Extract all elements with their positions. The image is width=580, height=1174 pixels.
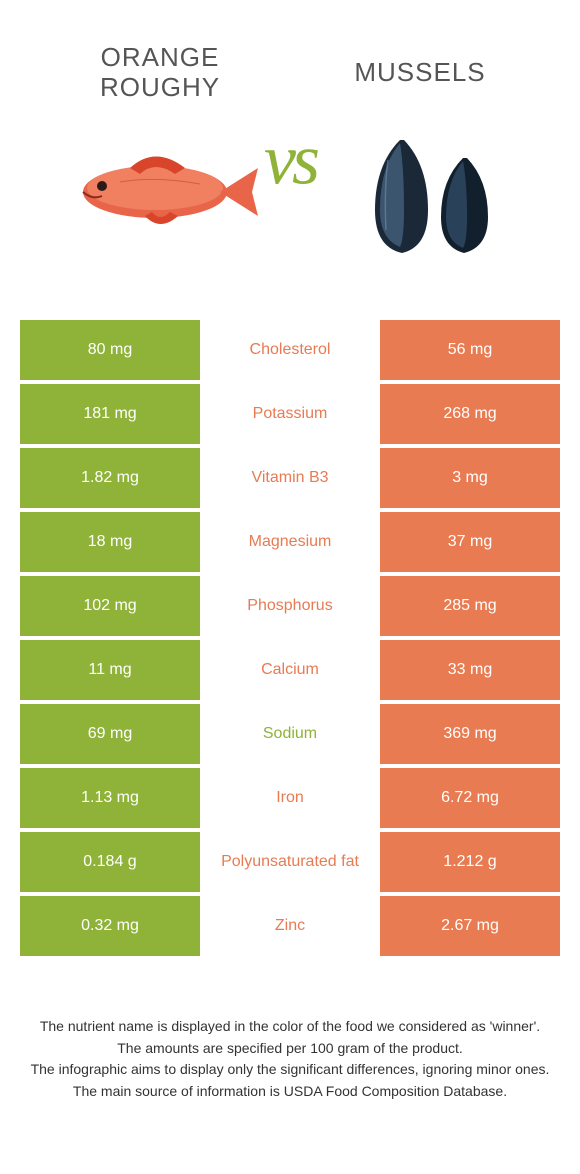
nutrient-label-cell: Vitamin B3	[200, 448, 380, 508]
left-value-cell: 11 mg	[20, 640, 200, 700]
nutrient-label-cell: Polyunsaturated fat	[200, 832, 380, 892]
comparison-header: Orangeroughy vs Mussels	[0, 0, 580, 290]
right-value-cell: 37 mg	[380, 512, 560, 572]
nutrient-label-cell: Zinc	[200, 896, 380, 956]
footer-line: The main source of information is USDA F…	[30, 1081, 550, 1103]
orange-roughy-icon	[60, 120, 260, 260]
nutrient-row: 18 mgMagnesium37 mg	[20, 512, 560, 572]
left-value-cell: 1.13 mg	[20, 768, 200, 828]
right-value-cell: 3 mg	[380, 448, 560, 508]
nutrient-row: 0.184 gPolyunsaturated fat1.212 g	[20, 832, 560, 892]
right-food-column: Mussels	[290, 41, 550, 260]
left-value-cell: 102 mg	[20, 576, 200, 636]
nutrient-row: 181 mgPotassium268 mg	[20, 384, 560, 444]
left-value-cell: 0.32 mg	[20, 896, 200, 956]
nutrient-comparison-table: 80 mgCholesterol56 mg181 mgPotassium268 …	[20, 320, 560, 956]
nutrient-row: 0.32 mgZinc2.67 mg	[20, 896, 560, 956]
left-value-cell: 69 mg	[20, 704, 200, 764]
nutrient-row: 69 mgSodium369 mg	[20, 704, 560, 764]
left-value-cell: 0.184 g	[20, 832, 200, 892]
nutrient-label-cell: Magnesium	[200, 512, 380, 572]
right-value-cell: 268 mg	[380, 384, 560, 444]
right-value-cell: 33 mg	[380, 640, 560, 700]
left-value-cell: 18 mg	[20, 512, 200, 572]
nutrient-label-cell: Calcium	[200, 640, 380, 700]
nutrient-label-cell: Iron	[200, 768, 380, 828]
nutrient-label-cell: Sodium	[200, 704, 380, 764]
footer-line: The amounts are specified per 100 gram o…	[30, 1038, 550, 1060]
right-value-cell: 2.67 mg	[380, 896, 560, 956]
left-value-cell: 1.82 mg	[20, 448, 200, 508]
right-value-cell: 6.72 mg	[380, 768, 560, 828]
left-food-column: Orangeroughy	[30, 41, 290, 260]
nutrient-label-cell: Cholesterol	[200, 320, 380, 380]
nutrient-label-cell: Potassium	[200, 384, 380, 444]
footer-line: The infographic aims to display only the…	[30, 1059, 550, 1081]
mussels-icon	[320, 120, 520, 260]
left-value-cell: 80 mg	[20, 320, 200, 380]
right-value-cell: 56 mg	[380, 320, 560, 380]
footer-notes: The nutrient name is displayed in the co…	[30, 1016, 550, 1103]
nutrient-row: 1.13 mgIron6.72 mg	[20, 768, 560, 828]
right-value-cell: 285 mg	[380, 576, 560, 636]
nutrient-label-cell: Phosphorus	[200, 576, 380, 636]
right-value-cell: 369 mg	[380, 704, 560, 764]
right-value-cell: 1.212 g	[380, 832, 560, 892]
nutrient-row: 102 mgPhosphorus285 mg	[20, 576, 560, 636]
nutrient-row: 11 mgCalcium33 mg	[20, 640, 560, 700]
footer-line: The nutrient name is displayed in the co…	[30, 1016, 550, 1038]
left-food-title: Orangeroughy	[100, 41, 220, 105]
left-value-cell: 181 mg	[20, 384, 200, 444]
nutrient-row: 80 mgCholesterol56 mg	[20, 320, 560, 380]
right-food-title: Mussels	[354, 41, 485, 105]
vs-label: vs	[264, 118, 316, 201]
nutrient-row: 1.82 mgVitamin B33 mg	[20, 448, 560, 508]
